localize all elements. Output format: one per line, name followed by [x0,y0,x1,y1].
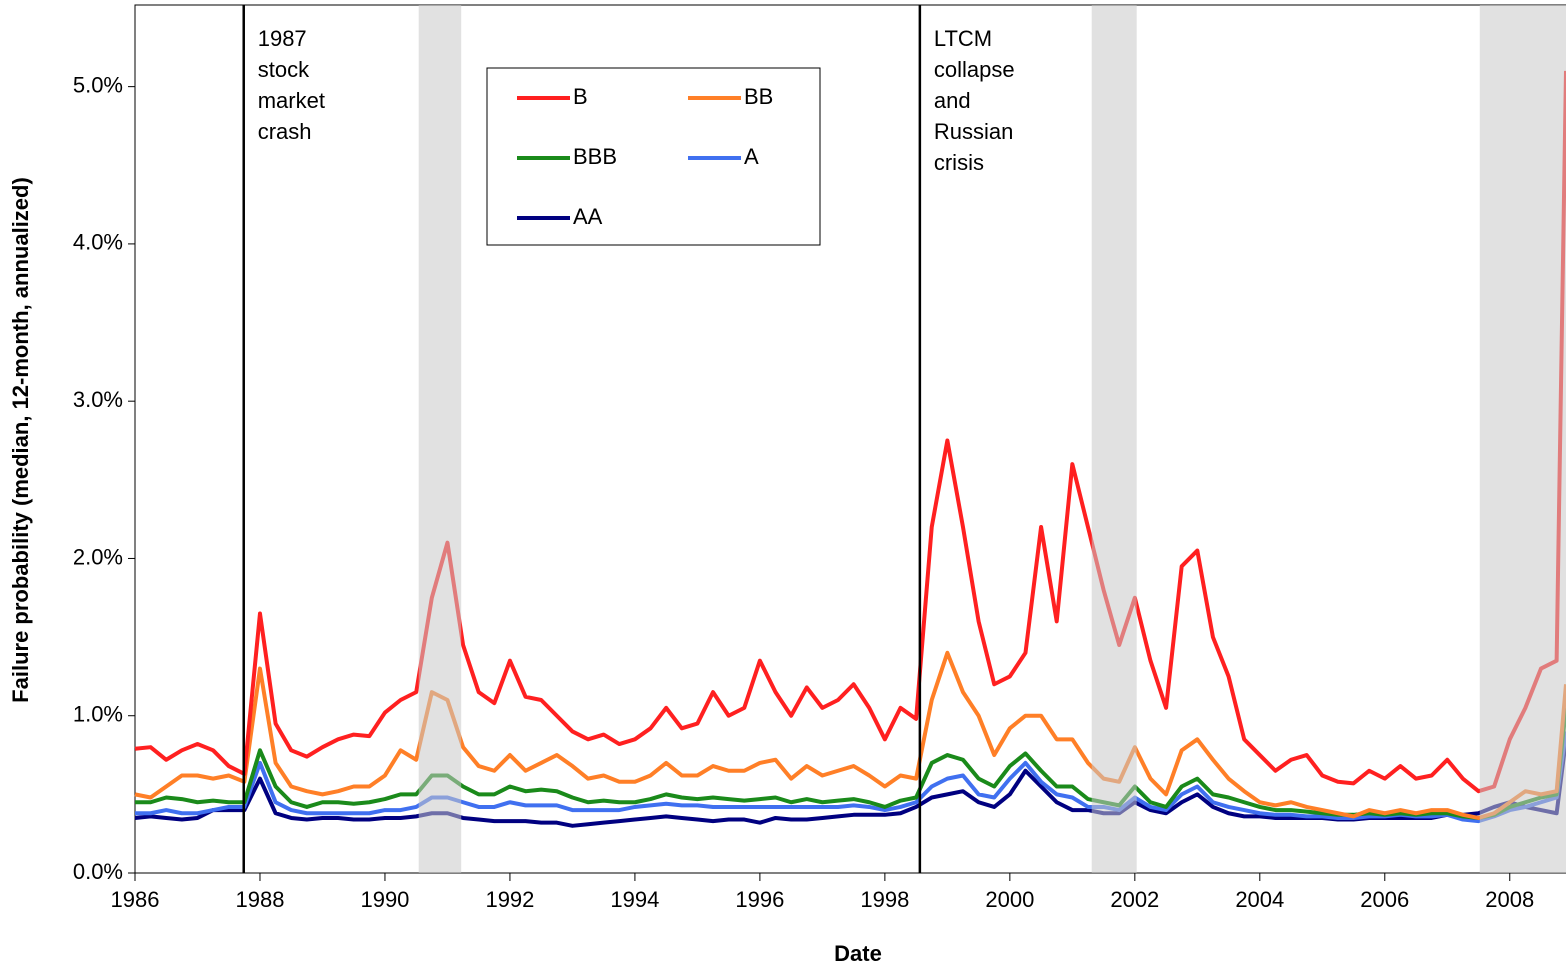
x-tick-label: 2000 [985,887,1034,912]
series-line [134,70,1566,794]
legend-label: AA [573,204,603,229]
event-annotation: collapse [934,57,1015,82]
event-annotation: crisis [934,150,984,175]
legend-label: A [744,144,759,169]
y-tick-label: 2.0% [73,544,123,569]
series-line [134,650,1566,820]
y-tick-label: 0.0% [73,859,123,884]
plot-area [134,4,1566,874]
x-tick-label: 1990 [360,887,409,912]
recession-band [418,5,462,873]
x-tick-label: 1986 [111,887,160,912]
x-tick-label: 2008 [1485,887,1534,912]
event-annotation: market [258,88,325,113]
recession-band [1479,5,1566,873]
x-tick-label: 1998 [860,887,909,912]
y-tick-label: 1.0% [73,702,123,727]
event-annotation: stock [258,57,310,82]
y-axis-label: Failure probability (median, 12-month, a… [8,177,33,703]
event-annotation: Russian [934,119,1013,144]
event-annotation: crash [258,119,312,144]
event-annotation: and [934,88,971,113]
x-tick-label: 1992 [485,887,534,912]
y-tick-label: 4.0% [73,230,123,255]
y-tick-label: 5.0% [73,72,123,97]
event-annotation: LTCM [934,26,992,51]
event-annotation: 1987 [258,26,307,51]
legend-label: BB [744,84,773,109]
x-tick-label: 1988 [236,887,285,912]
recession-band [1091,5,1137,873]
series-line [135,707,1566,820]
x-tick-label: 1996 [735,887,784,912]
x-axis-label: Date [834,941,882,966]
x-tick-label: 1994 [610,887,659,912]
x-tick-label: 2006 [1360,887,1409,912]
legend-label: B [573,84,588,109]
x-tick-label: 2004 [1235,887,1284,912]
y-tick-label: 3.0% [73,387,123,412]
series-line [135,731,1566,824]
x-tick-label: 2002 [1110,887,1159,912]
legend-label: BBB [573,144,617,169]
